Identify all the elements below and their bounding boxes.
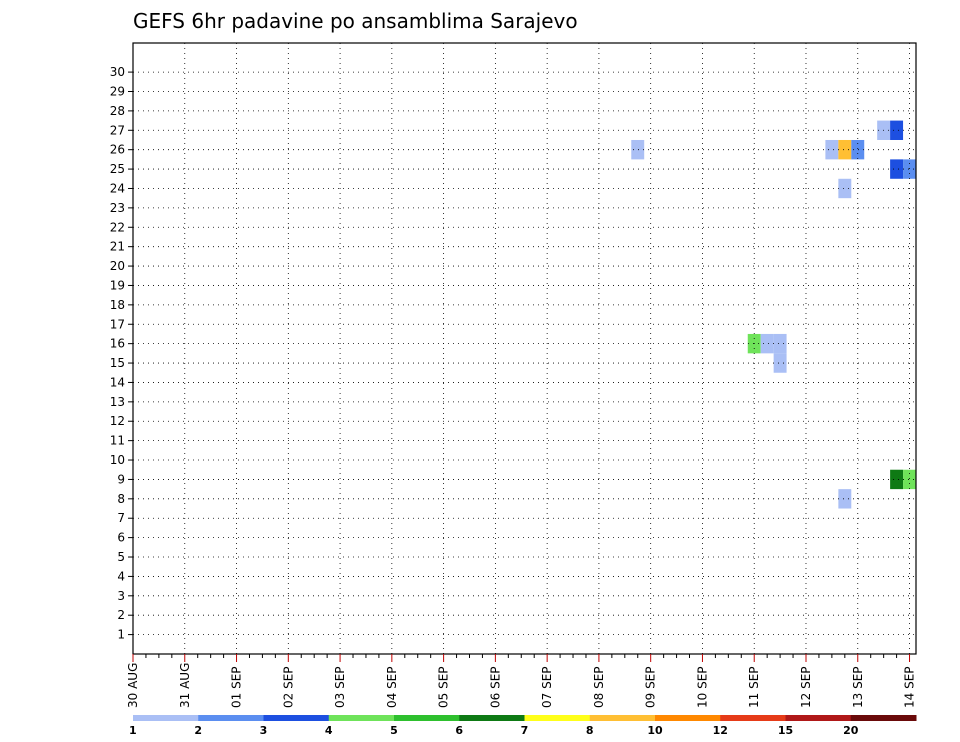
colorbar-label: 15 xyxy=(778,724,793,737)
colorbar-label: 6 xyxy=(455,724,463,737)
x-tick-label: 03 SEP xyxy=(333,666,347,708)
colorbar-segment xyxy=(198,715,264,721)
colorbar-label: 8 xyxy=(586,724,594,737)
colorbar-segment xyxy=(263,715,330,721)
y-tick-label: 15 xyxy=(110,356,125,370)
x-axis: 30 AUG 31 AUG 01 SEP 02 SEP 03 SEP 04 SEP 05 S… xyxy=(126,654,917,708)
x-tick-label: 01 SEP xyxy=(230,666,244,708)
y-tick-label: 1 xyxy=(117,628,125,642)
y-tick-label: 16 xyxy=(110,337,125,351)
y-tick-label: 23 xyxy=(110,201,125,215)
colorbar-label: 5 xyxy=(390,724,398,737)
colorbar-label: 20 xyxy=(843,724,859,737)
y-tick-label: 21 xyxy=(110,240,125,254)
heatmap-cell xyxy=(760,333,774,354)
colorbar-label: 10 xyxy=(647,724,663,737)
x-tick-label: 30 AUG xyxy=(126,663,140,708)
y-tick-label: 2 xyxy=(117,608,125,622)
x-tick-label: 31 AUG xyxy=(178,663,192,708)
y-tick-label: 26 xyxy=(110,143,125,157)
heatmap-cell xyxy=(773,333,787,354)
heatmap-cell xyxy=(631,139,645,160)
x-tick-label: 10 SEP xyxy=(695,666,709,708)
colorbar-segment xyxy=(524,715,591,721)
x-tick-label: 05 SEP xyxy=(437,666,451,708)
y-tick-label: 25 xyxy=(110,162,125,176)
colorbar-segment xyxy=(589,715,656,721)
y-tick-label: 6 xyxy=(117,531,125,545)
y-tick-label: 20 xyxy=(110,259,125,273)
y-tick-label: 13 xyxy=(110,395,125,409)
y-tick-label: 22 xyxy=(110,220,125,234)
chart-title: GEFS 6hr padavine po ansamblima Sarajevo xyxy=(133,9,578,33)
heatmap-cell xyxy=(890,469,904,490)
y-tick-label: 7 xyxy=(117,511,125,525)
colorbar-label: 7 xyxy=(521,724,529,737)
y-tick-label: 10 xyxy=(110,453,125,467)
colorbar-segment xyxy=(394,715,460,721)
x-tick-label: 07 SEP xyxy=(540,666,554,708)
colorbar-segment xyxy=(328,715,395,721)
y-tick-label: 28 xyxy=(110,104,125,118)
y-tick-label: 3 xyxy=(117,589,125,603)
y-tick-label: 17 xyxy=(110,317,125,331)
x-tick-label: 04 SEP xyxy=(385,666,399,708)
x-tick-label: 08 SEP xyxy=(592,666,606,708)
heatmap-cell xyxy=(890,120,904,140)
colorbar-label: 12 xyxy=(713,724,728,737)
colorbar-segment xyxy=(655,715,721,721)
heatmap-cell xyxy=(851,139,865,160)
y-axis: 1234567891011121314151617181920212223242… xyxy=(110,65,133,642)
x-tick-label: 06 SEP xyxy=(488,666,502,708)
colorbar-label: 1 xyxy=(129,724,137,737)
heatmap-cell xyxy=(838,139,852,160)
heatmap-cell xyxy=(903,469,916,490)
y-tick-label: 11 xyxy=(110,434,125,448)
y-tick-label: 24 xyxy=(110,181,125,195)
x-tick-label: 09 SEP xyxy=(644,666,658,708)
colorbar-label: 4 xyxy=(325,724,333,737)
y-tick-label: 8 xyxy=(117,492,125,506)
heatmap-cell xyxy=(838,178,852,199)
y-tick-label: 27 xyxy=(110,123,125,137)
colorbar-label: 3 xyxy=(260,724,268,737)
x-tick-label: 12 SEP xyxy=(799,666,813,708)
colorbar-label: 2 xyxy=(194,724,202,737)
y-tick-label: 14 xyxy=(110,375,125,389)
x-tick-label: 13 SEP xyxy=(851,666,865,708)
y-tick-label: 29 xyxy=(110,84,125,98)
gridlines xyxy=(132,43,916,654)
heatmap-cell xyxy=(773,353,787,373)
colorbar-segment xyxy=(720,715,786,721)
y-tick-label: 5 xyxy=(117,550,125,564)
colorbar-segment xyxy=(133,715,199,721)
colorbar: 1 2 3 4 5 6 7 8 10 12 15 20 xyxy=(129,715,917,737)
x-tick-label: 14 SEP xyxy=(903,666,917,708)
x-tick-label: 11 SEP xyxy=(747,666,761,708)
heatmap-cell xyxy=(890,159,904,179)
heatmap-cells xyxy=(631,120,916,509)
y-tick-label: 18 xyxy=(110,298,125,312)
x-tick-label: 02 SEP xyxy=(281,666,295,708)
y-tick-label: 19 xyxy=(110,278,125,292)
y-tick-label: 30 xyxy=(110,65,125,79)
heatmap-cell xyxy=(903,159,916,179)
heatmap-cell xyxy=(825,139,839,160)
y-tick-label: 9 xyxy=(117,472,125,486)
plot-frame xyxy=(132,42,917,655)
colorbar-segment xyxy=(459,715,525,721)
colorbar-segment xyxy=(785,715,852,721)
heatmap-cell xyxy=(838,489,852,509)
colorbar-segment xyxy=(850,715,917,721)
y-tick-label: 4 xyxy=(117,569,125,583)
y-tick-label: 12 xyxy=(110,414,125,428)
